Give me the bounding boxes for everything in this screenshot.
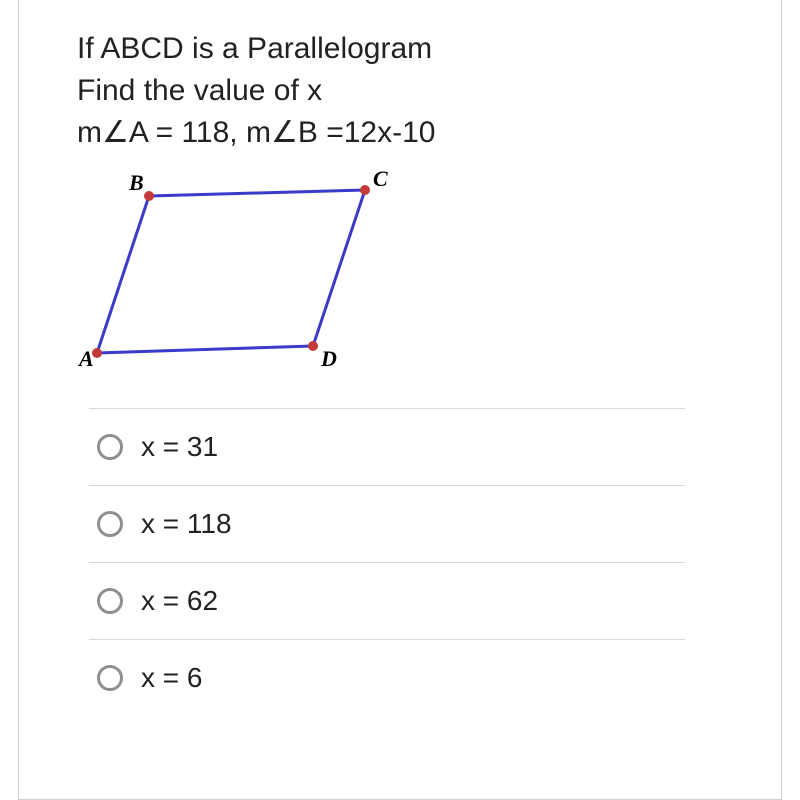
angle-symbol (271, 116, 298, 149)
radio-button[interactable] (97, 511, 123, 537)
option-label: x = 62 (141, 585, 218, 617)
option-row: x = 6 (89, 639, 685, 716)
prompt-line-2: Find the value of x (77, 70, 741, 112)
option-row: x = 62 (89, 562, 685, 639)
option-row: x = 31 (89, 408, 685, 485)
option-row: x = 118 (89, 485, 685, 562)
radio-button[interactable] (97, 434, 123, 460)
svg-text:A: A (77, 346, 94, 371)
question-card: If ABCD is a Parallelogram Find the valu… (18, 0, 782, 800)
radio-button[interactable] (97, 588, 123, 614)
prompt-line-1: If ABCD is a Parallelogram (77, 28, 741, 70)
option-label: x = 6 (141, 662, 202, 694)
angle-symbol (102, 116, 129, 149)
option-label: x = 31 (141, 431, 218, 463)
answer-options: x = 31 x = 118 x = 62 x = 6 (89, 408, 685, 716)
svg-text:D: D (320, 346, 337, 371)
option-label: x = 118 (141, 508, 232, 540)
question-prompt: If ABCD is a Parallelogram Find the valu… (77, 28, 741, 154)
svg-text:B: B (128, 170, 144, 195)
parallelogram-figure: A B C D (77, 168, 741, 378)
radio-button[interactable] (97, 665, 123, 691)
prompt-line-3: mA = 118, mB =12x-10 (77, 112, 741, 154)
svg-text:C: C (373, 168, 388, 191)
parallelogram-svg: A B C D (77, 168, 397, 378)
